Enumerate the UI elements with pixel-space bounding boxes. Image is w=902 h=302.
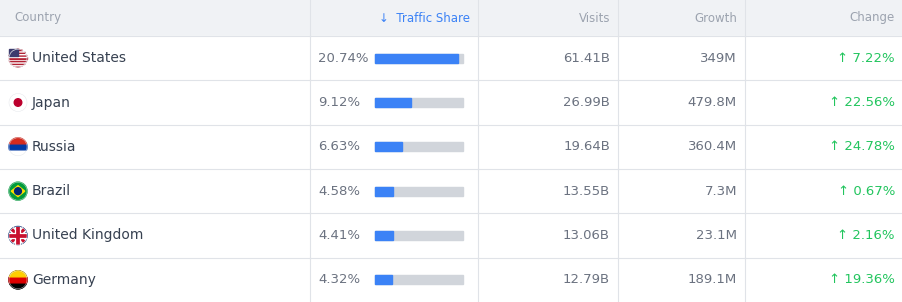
Text: 20.74%: 20.74% [318, 52, 368, 65]
Text: United Kingdom: United Kingdom [32, 229, 143, 243]
Bar [0, 125, 902, 169]
Circle shape [9, 49, 27, 67]
Polygon shape [11, 63, 25, 64]
Text: 360.4M: 360.4M [687, 140, 736, 153]
Text: ↓  Traffic Share: ↓ Traffic Share [379, 11, 469, 24]
Bar [0, 169, 902, 213]
Bar [374, 142, 463, 151]
Polygon shape [10, 62, 26, 63]
Bar [374, 142, 401, 151]
Text: ↑ 24.78%: ↑ 24.78% [828, 140, 894, 153]
Text: 61.41B: 61.41B [562, 52, 610, 65]
Text: 23.1M: 23.1M [695, 229, 736, 242]
Bar [374, 54, 457, 63]
Text: Brazil: Brazil [32, 184, 71, 198]
Polygon shape [9, 49, 18, 56]
Bar [0, 213, 902, 258]
Text: Change: Change [849, 11, 894, 24]
Text: 9.12%: 9.12% [318, 96, 360, 109]
Polygon shape [14, 49, 23, 50]
Polygon shape [9, 59, 27, 60]
Bar [374, 187, 393, 196]
Polygon shape [11, 52, 25, 53]
Text: Russia: Russia [32, 140, 77, 154]
Circle shape [9, 94, 27, 111]
Circle shape [9, 271, 27, 289]
Polygon shape [10, 138, 26, 144]
Circle shape [14, 188, 22, 194]
Bar [374, 187, 463, 196]
Text: ↑ 22.56%: ↑ 22.56% [828, 96, 894, 109]
Text: 12.79B: 12.79B [562, 273, 610, 286]
Text: ↑ 19.36%: ↑ 19.36% [828, 273, 894, 286]
Polygon shape [9, 144, 27, 150]
Bar [374, 98, 463, 107]
Polygon shape [12, 64, 24, 66]
Bar [374, 275, 391, 284]
Bar [374, 231, 463, 240]
Bar [0, 36, 902, 80]
Text: 4.32%: 4.32% [318, 273, 360, 286]
Polygon shape [9, 60, 27, 62]
Text: 4.58%: 4.58% [318, 185, 360, 198]
Text: 4.41%: 4.41% [318, 229, 360, 242]
Bar [374, 98, 411, 107]
Text: 19.64B: 19.64B [563, 140, 610, 153]
Text: 13.55B: 13.55B [562, 185, 610, 198]
Text: 6.63%: 6.63% [318, 140, 360, 153]
Bar [0, 80, 902, 125]
Bar [0, 0, 902, 36]
Text: 189.1M: 189.1M [687, 273, 736, 286]
Text: 13.06B: 13.06B [562, 229, 610, 242]
Circle shape [9, 226, 27, 245]
Circle shape [9, 182, 27, 200]
Bar [374, 275, 463, 284]
Polygon shape [10, 283, 26, 289]
Text: 349M: 349M [700, 52, 736, 65]
Polygon shape [9, 277, 27, 283]
Polygon shape [11, 186, 24, 197]
Text: Japan: Japan [32, 95, 70, 110]
Text: ↑ 0.67%: ↑ 0.67% [837, 185, 894, 198]
Bar [0, 258, 902, 302]
Polygon shape [12, 50, 24, 52]
Bar [374, 231, 392, 240]
Text: ↑ 7.22%: ↑ 7.22% [836, 52, 894, 65]
Polygon shape [9, 55, 27, 56]
Text: ↑ 2.16%: ↑ 2.16% [836, 229, 894, 242]
Text: Visits: Visits [578, 11, 610, 24]
Text: Country: Country [14, 11, 61, 24]
Text: 7.3M: 7.3M [704, 185, 736, 198]
Text: Growth: Growth [694, 11, 736, 24]
Polygon shape [10, 150, 26, 156]
Polygon shape [9, 56, 27, 57]
Bar [374, 54, 463, 63]
Text: 26.99B: 26.99B [563, 96, 610, 109]
Text: Germany: Germany [32, 273, 96, 287]
Text: United States: United States [32, 51, 126, 65]
Circle shape [9, 138, 27, 156]
Text: 479.8M: 479.8M [687, 96, 736, 109]
Polygon shape [14, 66, 23, 67]
Polygon shape [10, 271, 26, 277]
Polygon shape [9, 57, 27, 59]
Polygon shape [10, 53, 26, 55]
Circle shape [14, 99, 22, 106]
